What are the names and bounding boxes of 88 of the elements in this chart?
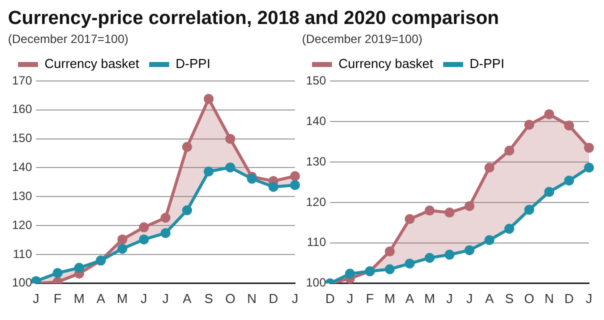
- x-tick-label: J: [140, 290, 148, 306]
- point: [117, 244, 128, 254]
- point: [444, 250, 455, 260]
- point: [464, 201, 474, 212]
- y-tick-label: 130: [12, 188, 32, 203]
- y-tick-label: 150: [306, 73, 326, 88]
- legend-label: Currency basket: [44, 56, 140, 72]
- point: [584, 142, 594, 153]
- point: [204, 166, 214, 176]
- y-tick-label: 100: [306, 276, 326, 290]
- point: [404, 214, 415, 224]
- point: [524, 204, 534, 215]
- point: [225, 134, 236, 144]
- point: [464, 245, 474, 256]
- point: [182, 205, 192, 216]
- x-tick-label: N: [247, 290, 257, 306]
- point: [404, 258, 415, 269]
- x-tick-label: M: [424, 290, 436, 306]
- chart-subtitle: (December 2017=100): [8, 32, 130, 48]
- point: [117, 234, 128, 244]
- y-tick-label: 160: [12, 102, 32, 116]
- point: [484, 162, 494, 173]
- x-tick-label: A: [405, 290, 414, 306]
- point: [564, 120, 574, 131]
- x-tick-label: O: [225, 290, 236, 306]
- point: [344, 268, 355, 279]
- legend-label: D-PPI: [176, 56, 210, 72]
- x-tick-label: A: [96, 290, 106, 306]
- y-tick-label: 150: [12, 131, 32, 146]
- legend-label: D-PPI: [470, 56, 504, 72]
- x-tick-label: A: [182, 290, 192, 306]
- point: [424, 206, 435, 216]
- x-tick-label: F: [54, 290, 62, 306]
- y-tick-label: 140: [12, 160, 32, 174]
- y-tick-label: 100: [12, 276, 32, 290]
- chart-subtitle: (December 2019=100): [302, 32, 424, 48]
- y-tick-label: 120: [12, 218, 32, 232]
- x-tick-label: M: [74, 290, 85, 306]
- point: [52, 268, 63, 278]
- point: [290, 180, 300, 190]
- y-tick-label: 130: [306, 154, 326, 168]
- point: [564, 176, 574, 186]
- point: [138, 234, 149, 244]
- x-tick-label: F: [366, 290, 374, 306]
- point: [504, 224, 514, 234]
- x-tick-label: J: [292, 290, 298, 306]
- point: [504, 146, 514, 156]
- y-tick-label: 170: [12, 73, 32, 88]
- y-tick-label: 140: [306, 114, 326, 128]
- x-tick-label: J: [446, 290, 453, 306]
- x-tick-label: A: [485, 290, 494, 306]
- point: [444, 208, 455, 218]
- legend-label: Currency basket: [338, 56, 434, 72]
- point: [424, 252, 435, 263]
- x-tick-label: S: [204, 290, 214, 306]
- point: [524, 120, 534, 130]
- point: [204, 94, 214, 104]
- x-tick-label: D: [325, 290, 335, 306]
- point: [225, 162, 236, 172]
- x-tick-label: D: [268, 290, 278, 306]
- point: [182, 142, 192, 152]
- y-tick-label: 120: [306, 194, 326, 209]
- x-tick-label: J: [162, 290, 169, 306]
- point: [290, 171, 300, 182]
- point: [544, 186, 554, 197]
- point: [544, 109, 554, 120]
- point: [584, 162, 594, 173]
- point: [384, 264, 395, 274]
- x-tick-label: J: [346, 290, 354, 306]
- x-tick-label: J: [32, 290, 40, 306]
- chart-title: Currency-price correlation, 2018 and 2020 comparison: [8, 8, 500, 31]
- y-tick-label: 110: [306, 235, 326, 250]
- x-tick-label: J: [466, 290, 473, 306]
- x-tick-label: J: [586, 290, 592, 306]
- point: [160, 228, 171, 238]
- point: [138, 222, 149, 232]
- x-tick-label: O: [524, 290, 534, 306]
- point: [74, 262, 84, 273]
- x-tick-label: D: [564, 290, 574, 306]
- x-tick-label: S: [504, 290, 514, 306]
- point: [268, 182, 278, 192]
- point: [384, 246, 395, 256]
- y-tick-label: 110: [12, 246, 32, 261]
- x-tick-label: M: [384, 290, 396, 306]
- x-tick-label: N: [544, 290, 554, 306]
- point: [484, 235, 494, 246]
- x-tick-label: M: [116, 290, 128, 306]
- point: [160, 212, 171, 223]
